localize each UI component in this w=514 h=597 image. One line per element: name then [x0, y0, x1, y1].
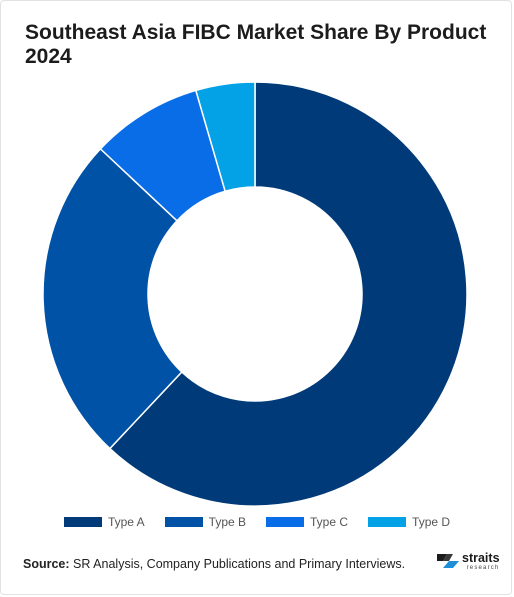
straits-logo-icon	[437, 554, 459, 569]
legend-item-type-a: Type A	[63, 515, 145, 529]
slice-type-b	[42, 147, 183, 450]
source-label: Source:	[23, 557, 70, 571]
legend-label: Type A	[107, 515, 145, 529]
slice-type-d	[194, 81, 256, 193]
logo-word: straits	[462, 551, 500, 565]
chart-legend: Type A Type B Type C Type D	[1, 515, 513, 529]
legend-swatch	[164, 517, 203, 527]
source-text: SR Analysis, Company Publications and Pr…	[73, 557, 406, 571]
legend-swatch	[63, 517, 102, 527]
legend-swatch	[266, 517, 305, 527]
legend-item-type-b: Type B	[164, 515, 247, 529]
straits-logo: straits research	[437, 552, 500, 571]
legend-label: Type C	[310, 515, 349, 529]
legend-label: Type B	[208, 515, 247, 529]
legend-item-type-c: Type C	[266, 515, 348, 529]
source-note: Source: SR Analysis, Company Publication…	[23, 557, 405, 571]
legend-label: Type D	[412, 515, 451, 529]
legend-item-type-d: Type D	[368, 515, 450, 529]
logo-sub: research	[466, 564, 500, 571]
slice-type-a	[108, 81, 468, 507]
legend-swatch	[368, 517, 407, 527]
donut-chart	[42, 81, 468, 507]
chart-title: Southeast Asia FIBC Market Share By Prod…	[25, 21, 487, 68]
